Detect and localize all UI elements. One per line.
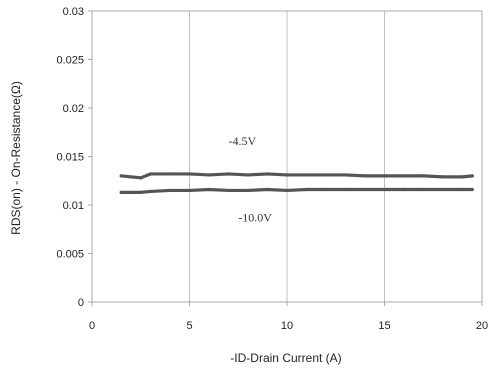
axes-layer [88, 10, 483, 306]
x-tick-label: 0 [89, 320, 95, 332]
series-1-point [363, 187, 367, 192]
series-1-point [139, 190, 143, 194]
series-layer [119, 172, 474, 194]
series-1-point [285, 188, 289, 193]
y-tick-label: 0.025 [56, 55, 84, 67]
series-0-point [441, 175, 445, 179]
series-1-point [460, 187, 465, 192]
series-1-point [168, 188, 172, 193]
series-0-point [460, 175, 465, 179]
x-axis-title: -ID-Drain Current (A) [230, 351, 341, 365]
series-0-point [324, 173, 328, 177]
y-tick-label: 0.02 [63, 103, 84, 115]
series-0-point [168, 172, 172, 176]
series-annotation-label: -10.0V [238, 210, 272, 224]
series-1-point [441, 187, 445, 192]
axis-titles-layer: -ID-Drain Current (A) RDS(on) - On-Resis… [9, 81, 342, 365]
series-1-point [207, 187, 211, 192]
x-tick-label: 5 [186, 320, 192, 332]
tick-labels-layer: 0 0.005 0.01 0.015 0.02 0.025 0.03 0 5 10 15 20 [56, 6, 488, 332]
series-1-point [470, 187, 474, 192]
series-1-point [246, 188, 250, 193]
series-1-point [402, 187, 406, 192]
series-0-point [470, 174, 474, 178]
series-0-point [285, 173, 289, 177]
series-0-point [363, 174, 367, 178]
series-0-point [119, 174, 123, 178]
y-tick-label: 0.005 [56, 249, 84, 261]
series-line-0 [119, 172, 474, 180]
series-1-point [343, 187, 348, 192]
series-0-point [187, 172, 192, 176]
y-axis-title: RDS(on) - On-Resistance(Ω) [9, 81, 23, 235]
y-tick-label: 0.01 [63, 200, 84, 212]
series-0-point [343, 173, 348, 177]
series-1-point [187, 188, 192, 193]
series-0-point [421, 174, 426, 178]
x-tick-label: 15 [378, 320, 390, 332]
annotation-layer: -4.5V -10.0V [229, 134, 273, 225]
series-1-point [324, 187, 328, 192]
series-0-point [148, 172, 153, 176]
series-0-point [402, 174, 406, 178]
series-0-point [226, 172, 231, 176]
series-1-point [226, 188, 231, 193]
series-0-point [207, 173, 211, 177]
series-1-point [265, 187, 270, 192]
series-0-point [265, 172, 270, 176]
series-1-point [148, 189, 153, 194]
y-tick-label: 0 [78, 297, 84, 309]
series-1-point [421, 187, 426, 192]
x-tick-label: 10 [281, 320, 293, 332]
y-tick-label: 0.03 [63, 6, 84, 18]
series-line-1 [119, 187, 474, 194]
y-tick-label: 0.015 [56, 152, 84, 164]
series-0-point [246, 173, 250, 177]
series-0-point [382, 174, 387, 178]
series-0-point [304, 173, 309, 177]
x-tick-label: 20 [476, 320, 488, 332]
series-0-point [139, 176, 143, 180]
series-1-point [304, 187, 309, 192]
series-1-point [382, 187, 387, 192]
grid-layer [189, 11, 483, 302]
series-annotation-label: -4.5V [229, 134, 257, 148]
series-1-point [119, 190, 123, 194]
